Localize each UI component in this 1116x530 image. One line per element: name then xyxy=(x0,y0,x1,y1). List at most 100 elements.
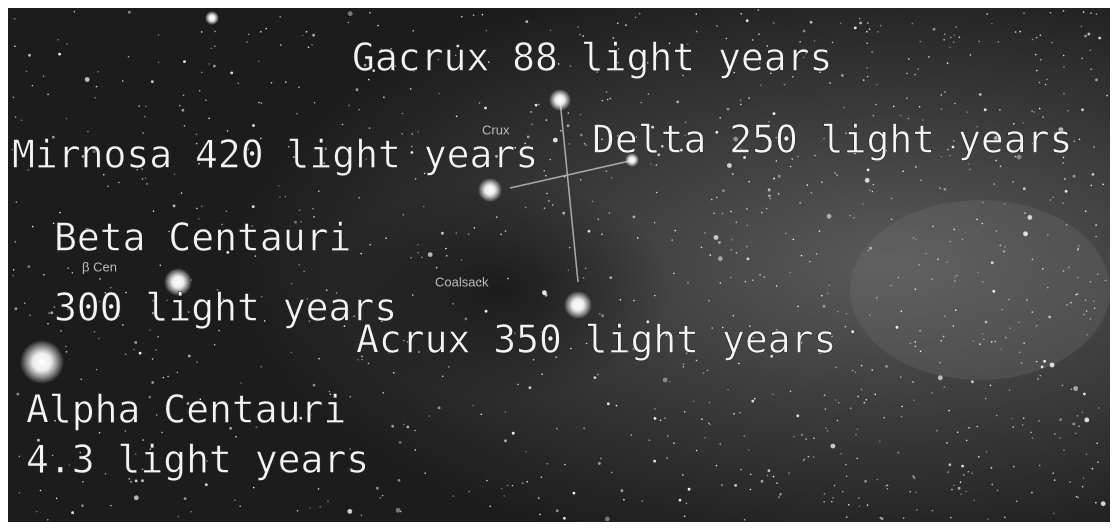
star xyxy=(199,90,201,92)
star xyxy=(525,20,528,23)
annotation: Coalsack xyxy=(435,274,489,289)
star xyxy=(1034,111,1036,113)
star xyxy=(258,61,260,63)
star xyxy=(47,94,49,96)
star xyxy=(549,159,551,161)
star xyxy=(991,467,993,469)
star xyxy=(709,424,711,426)
star xyxy=(1053,512,1055,514)
star xyxy=(835,367,837,369)
star xyxy=(151,381,154,384)
star xyxy=(542,290,547,295)
star xyxy=(846,313,848,315)
star xyxy=(97,71,99,73)
star xyxy=(583,277,585,279)
star xyxy=(848,504,850,506)
star xyxy=(611,177,613,179)
annotation: β Cen xyxy=(82,259,117,274)
star xyxy=(1046,79,1048,81)
star xyxy=(992,290,995,293)
star xyxy=(734,484,737,487)
star xyxy=(573,492,576,495)
star xyxy=(1105,280,1107,282)
star xyxy=(208,118,210,120)
sky-image: Crux β Cen Coalsack Gacrux 88 light year… xyxy=(0,0,1116,530)
star xyxy=(827,430,829,432)
star xyxy=(342,124,344,126)
star xyxy=(134,341,137,344)
star xyxy=(59,212,61,214)
star xyxy=(950,517,952,519)
star xyxy=(621,489,624,492)
star xyxy=(1095,224,1097,226)
star xyxy=(653,460,656,463)
star xyxy=(500,234,502,236)
star xyxy=(303,271,305,273)
star xyxy=(1062,202,1064,204)
star xyxy=(369,244,371,246)
star xyxy=(760,84,762,86)
star xyxy=(946,442,948,444)
star xyxy=(718,241,721,244)
star xyxy=(1045,84,1047,86)
star xyxy=(81,504,84,507)
star xyxy=(1095,79,1098,82)
star xyxy=(201,206,203,208)
star xyxy=(201,31,203,33)
star xyxy=(252,205,255,208)
star xyxy=(704,437,706,439)
star xyxy=(1035,54,1037,56)
star xyxy=(1063,93,1065,95)
star xyxy=(398,479,401,482)
star xyxy=(21,119,23,121)
star xyxy=(597,374,599,376)
star xyxy=(122,80,124,82)
star xyxy=(656,192,658,194)
star xyxy=(831,501,833,503)
star xyxy=(15,307,18,310)
star xyxy=(1064,178,1066,180)
star xyxy=(67,267,69,269)
star xyxy=(770,198,772,200)
star xyxy=(403,214,405,216)
star xyxy=(809,261,811,263)
star xyxy=(415,178,417,180)
star xyxy=(1098,37,1101,40)
star xyxy=(673,273,675,275)
star xyxy=(740,99,742,101)
star xyxy=(1026,299,1028,301)
star xyxy=(824,394,826,396)
star xyxy=(139,352,142,355)
star xyxy=(865,178,870,183)
star xyxy=(991,23,993,25)
star xyxy=(842,491,844,493)
star xyxy=(968,163,970,165)
star xyxy=(836,174,838,176)
star xyxy=(580,179,582,181)
star xyxy=(1023,417,1025,419)
star xyxy=(163,377,165,379)
star xyxy=(941,340,943,342)
star xyxy=(746,246,748,248)
star xyxy=(707,370,709,372)
star xyxy=(584,143,586,145)
star xyxy=(722,189,725,192)
star xyxy=(1015,31,1017,33)
star xyxy=(396,508,401,513)
star xyxy=(438,407,441,410)
star xyxy=(1081,58,1083,60)
star xyxy=(803,30,806,33)
star xyxy=(56,498,58,500)
star xyxy=(671,239,673,241)
star xyxy=(708,300,710,302)
star xyxy=(265,28,267,30)
star xyxy=(779,493,782,496)
star xyxy=(66,43,68,45)
star xyxy=(977,426,979,428)
star xyxy=(1106,95,1108,97)
star xyxy=(1066,224,1068,226)
star-gacrux xyxy=(549,89,571,111)
star xyxy=(813,456,815,458)
star xyxy=(733,315,735,317)
star xyxy=(545,175,547,177)
